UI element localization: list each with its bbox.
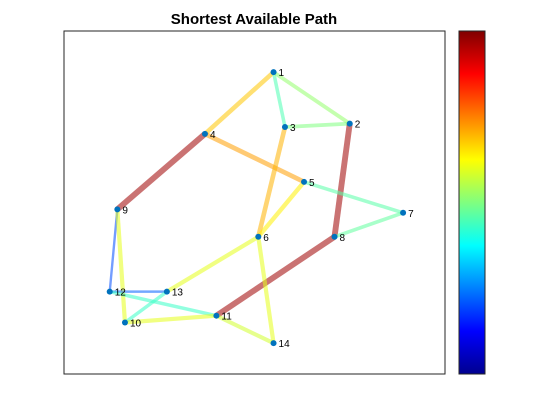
node-12 (106, 288, 113, 295)
node-label-8: 8 (340, 233, 346, 244)
edges-layer (108, 70, 404, 345)
node-label-14: 14 (279, 339, 291, 350)
edge-1-2 (272, 70, 351, 126)
node-14 (270, 340, 277, 347)
edge-5-6 (256, 180, 306, 239)
edge-8-11 (214, 234, 337, 319)
node-11 (213, 312, 220, 319)
edge-5-7 (303, 180, 404, 215)
node-4 (201, 130, 208, 137)
edge-6-13 (165, 234, 260, 294)
node-label-2: 2 (355, 120, 361, 131)
colorbar (458, 30, 486, 375)
chart-title: Shortest Available Path (171, 11, 337, 28)
node-label-11: 11 (221, 312, 232, 323)
node-10 (121, 319, 128, 326)
edge-13-10 (123, 290, 168, 324)
edge-3-2 (284, 121, 350, 129)
edge-12-11 (109, 290, 217, 318)
node-7 (400, 209, 407, 216)
node-2 (346, 120, 353, 127)
node-13 (163, 288, 170, 295)
edge-9-10 (115, 209, 128, 323)
node-9 (114, 206, 121, 213)
node-label-1: 1 (279, 68, 285, 79)
edge-3-6 (256, 126, 288, 238)
node-label-13: 13 (172, 288, 184, 299)
nodes-layer (106, 69, 407, 347)
node-label-5: 5 (309, 178, 315, 189)
node-1 (270, 69, 277, 76)
edge-7-8 (333, 211, 404, 239)
node-label-9: 9 (122, 205, 128, 216)
node-label-12: 12 (115, 288, 127, 299)
edge-4-5 (203, 131, 306, 185)
edge-9-12 (108, 209, 119, 292)
edge-2-8 (331, 123, 353, 238)
node-6 (255, 233, 262, 240)
edge-10-11 (124, 313, 217, 325)
node-5 (301, 178, 308, 185)
node-8 (331, 233, 338, 240)
edge-11-14 (215, 313, 275, 345)
node-label-3: 3 (290, 123, 296, 134)
edge-1-3 (271, 71, 287, 128)
edge-4-9 (115, 131, 207, 212)
edge-1-4 (203, 70, 276, 136)
edge-6-14 (256, 236, 276, 344)
node-3 (281, 124, 288, 131)
node-label-10: 10 (130, 319, 142, 330)
node-label-7: 7 (408, 209, 414, 220)
node-label-4: 4 (210, 130, 216, 141)
node-label-6: 6 (263, 233, 269, 244)
